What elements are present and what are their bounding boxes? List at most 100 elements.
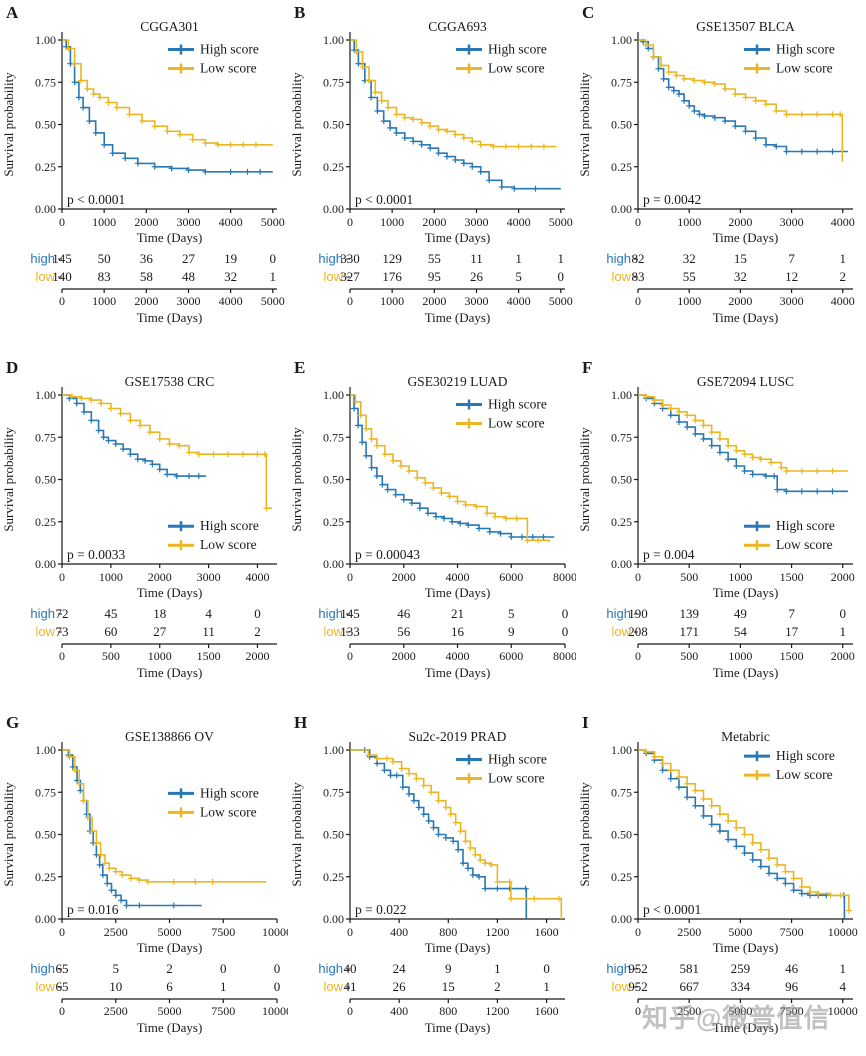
y-tick-label: 1.00 — [323, 33, 344, 47]
y-tick-label: 0.50 — [323, 828, 344, 842]
risk-count: 0 — [840, 606, 847, 621]
panel-A: A CGGA301 1.00 0.75 0.50 0.25 0.00 Survival pro… — [0, 0, 288, 355]
risk-x-tick-label: 0 — [635, 649, 641, 663]
risk-count: 10 — [109, 979, 122, 994]
km-curve-low — [638, 39, 844, 162]
x-tick-label: 2000 — [831, 570, 855, 584]
risk-count: 65 — [56, 979, 69, 994]
y-tick-label: 0.00 — [611, 202, 632, 216]
risk-count: 19 — [224, 251, 237, 266]
risk-count: 1 — [494, 961, 501, 976]
risk-x-tick-label: 1000 — [380, 294, 404, 308]
risk-count: 55 — [428, 251, 441, 266]
risk-count: 56 — [397, 624, 411, 639]
panel-title: GSE13507 BLCA — [696, 19, 795, 34]
legend-label-low: Low score — [488, 771, 545, 786]
y-tick-label: 0.25 — [35, 160, 56, 174]
km-curve-low — [350, 394, 550, 542]
risk-x-tick-label: 0 — [347, 649, 353, 663]
km-panel-I: I Metabric 1.00 0.75 0.50 0.25 0.00 Survival pr… — [577, 713, 858, 1035]
risk-axis-title-x: Time (Days) — [425, 310, 491, 325]
x-tick-label: 1600 — [535, 925, 559, 939]
km-panel-F: F GSE72094 LUSC 1.00 0.75 0.50 0.25 0.00 Surviv… — [577, 358, 855, 680]
x-tick-label: 1200 — [485, 925, 509, 939]
risk-count: 1 — [558, 251, 565, 266]
risk-x-tick-label: 2000 — [392, 649, 416, 663]
risk-axis-title-x: Time (Days) — [137, 665, 203, 680]
pvalue-label: p < 0.0001 — [643, 902, 701, 917]
panel-title: Metabric — [721, 729, 770, 744]
risk-count: 82 — [632, 251, 645, 266]
censor-marks-low — [66, 753, 216, 885]
panel-I: I Metabric 1.00 0.75 0.50 0.25 0.00 Survival pr… — [576, 710, 864, 1056]
risk-count: 2 — [254, 624, 261, 639]
x-tick-label: 1000 — [677, 215, 701, 229]
risk-count: 259 — [731, 961, 751, 976]
panel-title: GSE30219 LUAD — [407, 374, 507, 389]
axis-title-x: Time (Days) — [137, 940, 203, 955]
axis-title-x: Time (Days) — [425, 940, 491, 955]
x-tick-label: 0 — [635, 570, 641, 584]
panel-title: GSE17538 CRC — [125, 374, 215, 389]
x-tick-label: 2500 — [677, 925, 701, 939]
risk-count: 2 — [494, 979, 501, 994]
risk-count: 32 — [224, 269, 237, 284]
risk-axis-title-x: Time (Days) — [137, 310, 203, 325]
censor-marks-high — [65, 752, 177, 909]
x-tick-label: 1000 — [380, 215, 404, 229]
risk-x-tick-label: 0 — [59, 649, 65, 663]
risk-count: 26 — [393, 979, 407, 994]
panel-letter: A — [6, 3, 19, 22]
km-panel-G: G GSE138866 OV 1.00 0.75 0.50 0.25 0.00 Surviva… — [1, 713, 288, 1035]
x-tick-label: 0 — [59, 215, 65, 229]
risk-x-tick-label: 10000 — [262, 1004, 288, 1018]
x-tick-label: 10000 — [828, 925, 858, 939]
risk-count: 133 — [340, 624, 360, 639]
y-tick-label: 0.00 — [35, 912, 56, 926]
censor-marks-low — [365, 752, 562, 902]
legend-label-low: Low score — [200, 61, 257, 76]
pvalue-label: p = 0.022 — [355, 902, 407, 917]
risk-row-label-low: low — [611, 624, 631, 639]
risk-x-tick-label: 1000 — [92, 294, 116, 308]
risk-count: 65 — [56, 961, 69, 976]
risk-count: 6 — [166, 979, 173, 994]
y-tick-label: 0.50 — [35, 118, 56, 132]
risk-x-tick-label: 5000 — [549, 294, 573, 308]
y-tick-label: 0.75 — [611, 75, 632, 89]
y-tick-label: 0.75 — [323, 785, 344, 799]
risk-x-tick-label: 1500 — [197, 649, 221, 663]
risk-count: 190 — [628, 606, 648, 621]
km-panel-E: E GSE30219 LUAD 1.00 0.75 0.50 0.25 0.00 Surviv… — [289, 358, 576, 680]
panel-title: GSE72094 LUSC — [697, 374, 794, 389]
km-panel-A: A CGGA301 1.00 0.75 0.50 0.25 0.00 Survival pro… — [1, 3, 285, 325]
risk-axis-title-x: Time (Days) — [137, 1020, 203, 1035]
risk-x-tick-label: 400 — [390, 1004, 408, 1018]
y-tick-label: 0.50 — [35, 473, 56, 487]
risk-count: 46 — [785, 961, 799, 976]
risk-count: 27 — [153, 624, 167, 639]
risk-row-label-high: high — [318, 251, 343, 266]
risk-count: 32 — [734, 269, 747, 284]
risk-row-label-high: high — [318, 961, 343, 976]
risk-x-tick-label: 0 — [347, 294, 353, 308]
risk-count: 83 — [632, 269, 645, 284]
risk-x-tick-label: 7500 — [780, 1004, 804, 1018]
y-tick-label: 0.25 — [323, 515, 344, 529]
y-tick-label: 1.00 — [611, 743, 632, 757]
risk-x-tick-label: 0 — [347, 1004, 353, 1018]
y-tick-label: 0.00 — [611, 557, 632, 571]
risk-count: 145 — [340, 606, 360, 621]
risk-count: 36 — [140, 251, 154, 266]
risk-x-tick-label: 0 — [635, 294, 641, 308]
risk-row-label-low: low — [611, 269, 631, 284]
risk-count: 7 — [788, 251, 795, 266]
risk-x-tick-label: 1500 — [780, 649, 804, 663]
panel-letter: G — [6, 713, 19, 732]
risk-count: 15 — [734, 251, 747, 266]
y-tick-label: 0.75 — [611, 430, 632, 444]
legend-label-low: Low score — [488, 61, 545, 76]
risk-x-tick-label: 1000 — [728, 649, 752, 663]
risk-count: 171 — [679, 624, 699, 639]
risk-x-tick-label: 3000 — [780, 294, 804, 308]
